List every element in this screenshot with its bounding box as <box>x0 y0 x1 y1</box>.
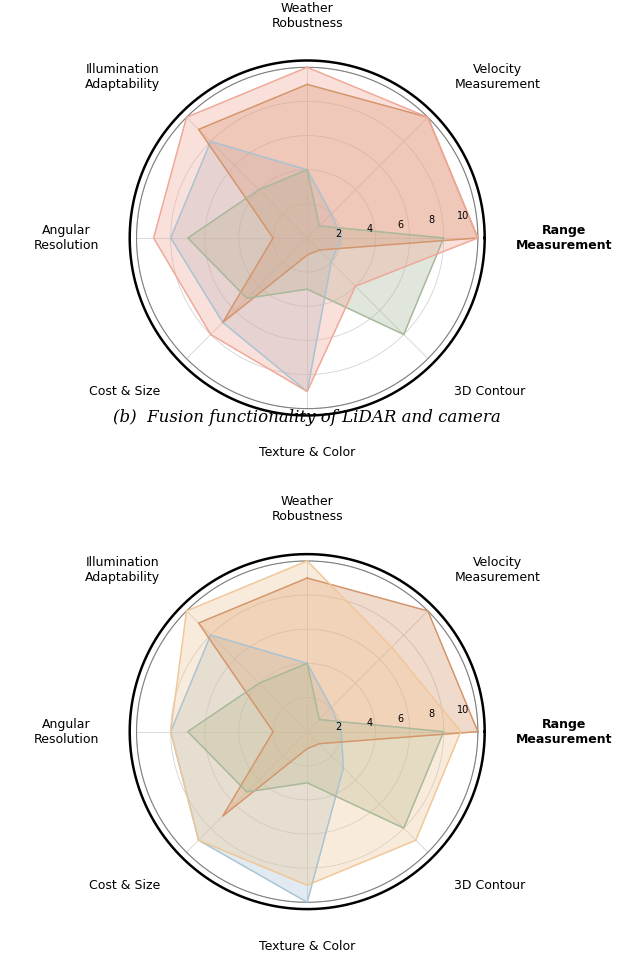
Text: Range
Measurement: Range Measurement <box>515 224 612 252</box>
Text: 2: 2 <box>335 722 341 732</box>
Polygon shape <box>188 170 444 334</box>
Text: 3D Contour: 3D Contour <box>454 385 525 398</box>
Text: 8: 8 <box>429 215 435 226</box>
Text: Velocity
Measurement: Velocity Measurement <box>454 557 540 585</box>
Text: Cost & Size: Cost & Size <box>89 385 160 398</box>
Text: 8: 8 <box>429 709 435 719</box>
Text: 4: 4 <box>366 718 372 728</box>
Text: Angular
Resolution: Angular Resolution <box>34 718 99 746</box>
Polygon shape <box>198 578 478 816</box>
Polygon shape <box>171 141 341 392</box>
Polygon shape <box>188 663 444 828</box>
Text: Illumination
Adaptability: Illumination Adaptability <box>85 62 160 91</box>
Text: Range
Measurement: Range Measurement <box>515 718 612 746</box>
Text: 10: 10 <box>456 211 469 221</box>
Text: 10: 10 <box>456 705 469 715</box>
Text: 3D Contour: 3D Contour <box>454 878 525 892</box>
Text: Texture & Color: Texture & Color <box>259 446 355 459</box>
Polygon shape <box>198 84 478 323</box>
Text: Weather
Robustness: Weather Robustness <box>271 495 343 523</box>
Text: Weather
Robustness: Weather Robustness <box>271 2 343 30</box>
Polygon shape <box>154 67 478 392</box>
Text: Texture & Color: Texture & Color <box>259 940 355 953</box>
Polygon shape <box>171 561 461 885</box>
Title: (b)  Fusion functionality of LiDAR and camera: (b) Fusion functionality of LiDAR and ca… <box>113 410 501 426</box>
Text: 4: 4 <box>366 225 372 234</box>
Text: 2: 2 <box>335 228 341 239</box>
Text: Illumination
Adaptability: Illumination Adaptability <box>85 557 160 585</box>
Text: 6: 6 <box>397 220 404 229</box>
Text: Angular
Resolution: Angular Resolution <box>34 224 99 252</box>
Text: Velocity
Measurement: Velocity Measurement <box>454 62 540 91</box>
Polygon shape <box>171 636 344 902</box>
Text: Cost & Size: Cost & Size <box>89 878 160 892</box>
Text: 6: 6 <box>397 713 404 724</box>
